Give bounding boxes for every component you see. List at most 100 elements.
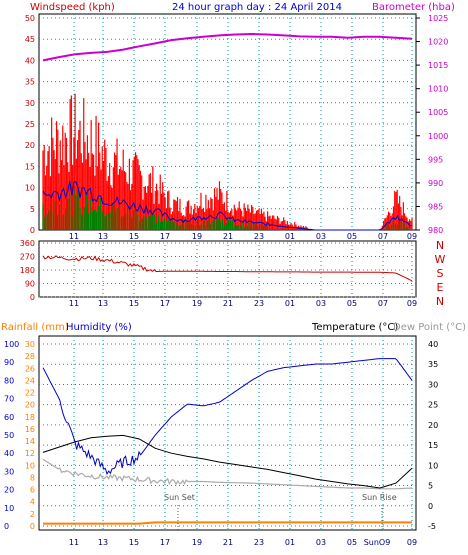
rainfall-tick-label: 10	[25, 461, 35, 470]
dew-point-line	[42, 458, 413, 490]
x-tick-label: 23	[254, 299, 264, 308]
x-tick-label: 17	[160, 538, 170, 547]
x-tick-label: 21	[223, 232, 233, 241]
humidity-tick-label: 10	[4, 504, 14, 513]
direction-tick-label: 0	[30, 293, 35, 302]
x-tick-label: 07	[378, 232, 388, 241]
rainfall-tick-label: 30	[25, 340, 35, 349]
temperature-tick-label: 35	[428, 360, 438, 369]
x-tick-label: 03	[316, 299, 326, 308]
x-tick-label: 11	[69, 299, 79, 308]
compass-label: S	[437, 267, 444, 280]
temperature-tick-label: 15	[428, 441, 438, 450]
x-tick-label: 23	[254, 232, 264, 241]
humidity-tick-label: 40	[4, 449, 14, 458]
compass-label: N	[436, 239, 444, 252]
rainfall-tick-label: 2	[30, 510, 35, 519]
rainfall-tick-label: 16	[25, 425, 35, 434]
temperature-tick-label: 30	[428, 380, 438, 389]
x-tick-label: 21	[223, 538, 233, 547]
x-tick-label: 09	[407, 232, 417, 241]
compass-label: W	[435, 253, 446, 266]
windspeed-label: Windspeed (kph)	[30, 2, 115, 13]
sun-rise-label: Sun Rise	[362, 493, 397, 502]
barometer-label: Barometer (hba)	[372, 2, 455, 13]
temperature-tick-label: 10	[428, 461, 438, 470]
x-tick-label: 13	[98, 299, 108, 308]
x-tick-label: 15	[129, 232, 139, 241]
baro-tick-label: 1005	[428, 108, 448, 117]
baro-tick-label: 1015	[428, 61, 448, 70]
direction-tick-label: 270	[20, 253, 35, 262]
x-tick-label: 19	[192, 232, 202, 241]
humidity-tick-label: 70	[4, 395, 14, 404]
baro-tick-label: 985	[428, 202, 443, 211]
direction-tick-label: 180	[20, 266, 35, 275]
baro-tick-label: 1000	[428, 132, 448, 141]
temperature-line	[42, 434, 413, 489]
compass-label: N	[436, 295, 444, 308]
wind-tick-label: 35	[25, 78, 35, 87]
wind-tick-label: 10	[25, 184, 35, 193]
temperature-tick-label: 40	[428, 340, 438, 349]
x-tick-label: 11	[69, 232, 79, 241]
rainfall-tick-label: 0	[30, 522, 35, 531]
wind-direction-line	[42, 255, 413, 282]
wind-tick-label: 5	[30, 205, 35, 214]
x-tick-label: 09	[407, 299, 417, 308]
humidity-tick-label: 0	[4, 522, 9, 531]
rainfall-tick-label: 18	[25, 413, 35, 422]
rainfall-tick-label: 22	[25, 389, 35, 398]
x-tick-label: 17	[160, 232, 170, 241]
baro-tick-label: 980	[428, 226, 443, 235]
temperature-tick-label: -5	[428, 522, 436, 531]
humidity-tick-label: 50	[4, 431, 14, 440]
rainfall-tick-label: 14	[25, 437, 35, 446]
wind-tick-label: 15	[25, 162, 35, 171]
x-tick-label: 15	[129, 538, 139, 547]
x-tick-label: 13	[98, 232, 108, 241]
baro-tick-label: 995	[428, 155, 443, 164]
x-tick-label: 21	[223, 299, 233, 308]
direction-tick-label: 90	[25, 280, 35, 289]
x-tick-label: 05	[347, 538, 357, 547]
x-tick-label: 13	[98, 538, 108, 547]
wind-average-line	[42, 180, 413, 231]
temperature-tick-label: 5	[428, 482, 433, 491]
x-tick-label: 15	[129, 299, 139, 308]
wind-tick-label: 40	[25, 56, 35, 65]
humidity-tick-label: 90	[4, 358, 14, 367]
wind-tick-label: 30	[25, 99, 35, 108]
rainfall-tick-label: 20	[25, 401, 35, 410]
x-tick-label: 07	[378, 299, 388, 308]
baro-tick-label: 1010	[428, 85, 448, 94]
x-tick-label: 17	[160, 299, 170, 308]
rainfall-tick-label: 24	[25, 376, 35, 385]
rainfall-tick-label: 4	[30, 498, 35, 507]
baro-tick-label: 990	[428, 179, 443, 188]
direction-tick-label: 360	[20, 239, 35, 248]
temperature-tick-label: 20	[428, 421, 438, 430]
baro-tick-label: 1025	[428, 14, 448, 23]
rainfall-tick-label: 8	[30, 473, 35, 482]
rainfall-label: Rainfall (mm)	[1, 322, 69, 333]
humidity-line	[42, 358, 413, 476]
x-tick-label: 09	[407, 538, 417, 547]
temperature-tick-label: 25	[428, 401, 438, 410]
temperature-label: Temperature (°C)	[311, 322, 398, 333]
humidity-tick-label: 20	[4, 486, 14, 495]
rainfall-tick-label: 12	[25, 449, 35, 458]
wind-tick-label: 0	[30, 226, 35, 235]
x-tick-label: 01	[285, 538, 295, 547]
x-tick-label: 23	[254, 538, 264, 547]
x-tick-label: 05	[347, 232, 357, 241]
graph-title: 24 hour graph day : 24 April 2014	[172, 2, 342, 13]
x-tick-label: SunO9	[364, 538, 391, 547]
wind-tick-label: 50	[25, 14, 35, 23]
humidity-tick-label: 60	[4, 413, 14, 422]
rainfall-line	[43, 521, 412, 525]
rainfall-tick-label: 26	[25, 364, 35, 373]
dewpoint-label: Dew Point (°C)	[393, 322, 466, 333]
sun-set-label: Sun Set	[164, 493, 195, 502]
